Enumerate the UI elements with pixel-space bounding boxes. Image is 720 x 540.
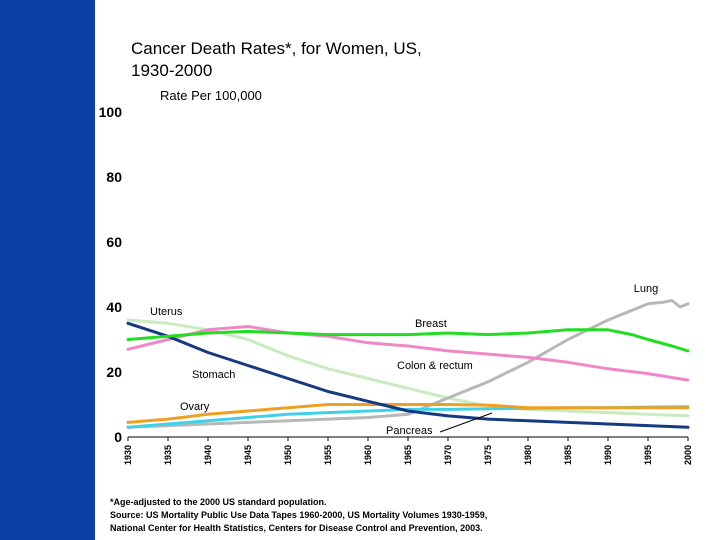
footnote-line-1: *Age-adjusted to the 2000 US standard po… [110,497,327,507]
pancreas-leader-line [439,412,493,433]
x-tick-label: 1945 [243,445,253,465]
annotation-stomach: Stomach [192,369,235,381]
y-tick-label: 100 [99,104,123,120]
footnote-line-3: National Center for Health Statistics, C… [110,523,483,533]
footnote-line-2: Source: US Mortality Public Use Data Tap… [110,510,488,520]
x-tick-label: 1950 [283,445,293,465]
series-line-colon-rectum [126,325,690,382]
series-line-lung [126,299,690,429]
x-tick-label: 1965 [403,445,413,465]
x-tick-label: 1935 [163,445,173,465]
footnote: *Age-adjusted to the 2000 US standard po… [110,496,487,535]
x-tick-label: 1990 [603,445,613,465]
series-line-stomach [126,321,690,429]
y-tick-label: 20 [106,364,122,380]
sidebar-band [0,0,95,540]
x-tick-label: 1930 [123,445,133,465]
x-tick-label: 2000 [683,445,693,465]
annotation-ovary: Ovary [180,401,210,413]
x-tick-label: 1955 [323,445,333,465]
y-tick-label: 0 [114,429,122,445]
y-tick-label: 60 [106,234,122,250]
x-tick-label: 1940 [203,445,213,465]
series-line-breast [126,328,690,353]
y-axis-label: Rate Per 100,000 [160,88,262,103]
x-tick-label: 1960 [363,445,373,465]
x-tick-label: 1970 [443,445,453,465]
slide-title: Cancer Death Rates*, for Women, US, 1930… [131,39,422,80]
annotation-lung: Lung [634,283,658,295]
y-tick-label: 80 [106,169,122,185]
annotation-uterus: Uterus [150,306,183,318]
x-tick-label: 1985 [563,445,573,465]
x-tick-label: 1995 [643,445,653,465]
series-line-ovary [126,403,690,424]
annotation-breast: Breast [415,318,447,330]
y-tick-label: 40 [106,299,122,315]
x-tick-label: 1975 [483,445,493,465]
x-tick-label: 1980 [523,445,533,465]
annotation-colon-rectum: Colon & rectum [397,360,473,372]
annotation-pancreas: Pancreas [386,425,433,437]
